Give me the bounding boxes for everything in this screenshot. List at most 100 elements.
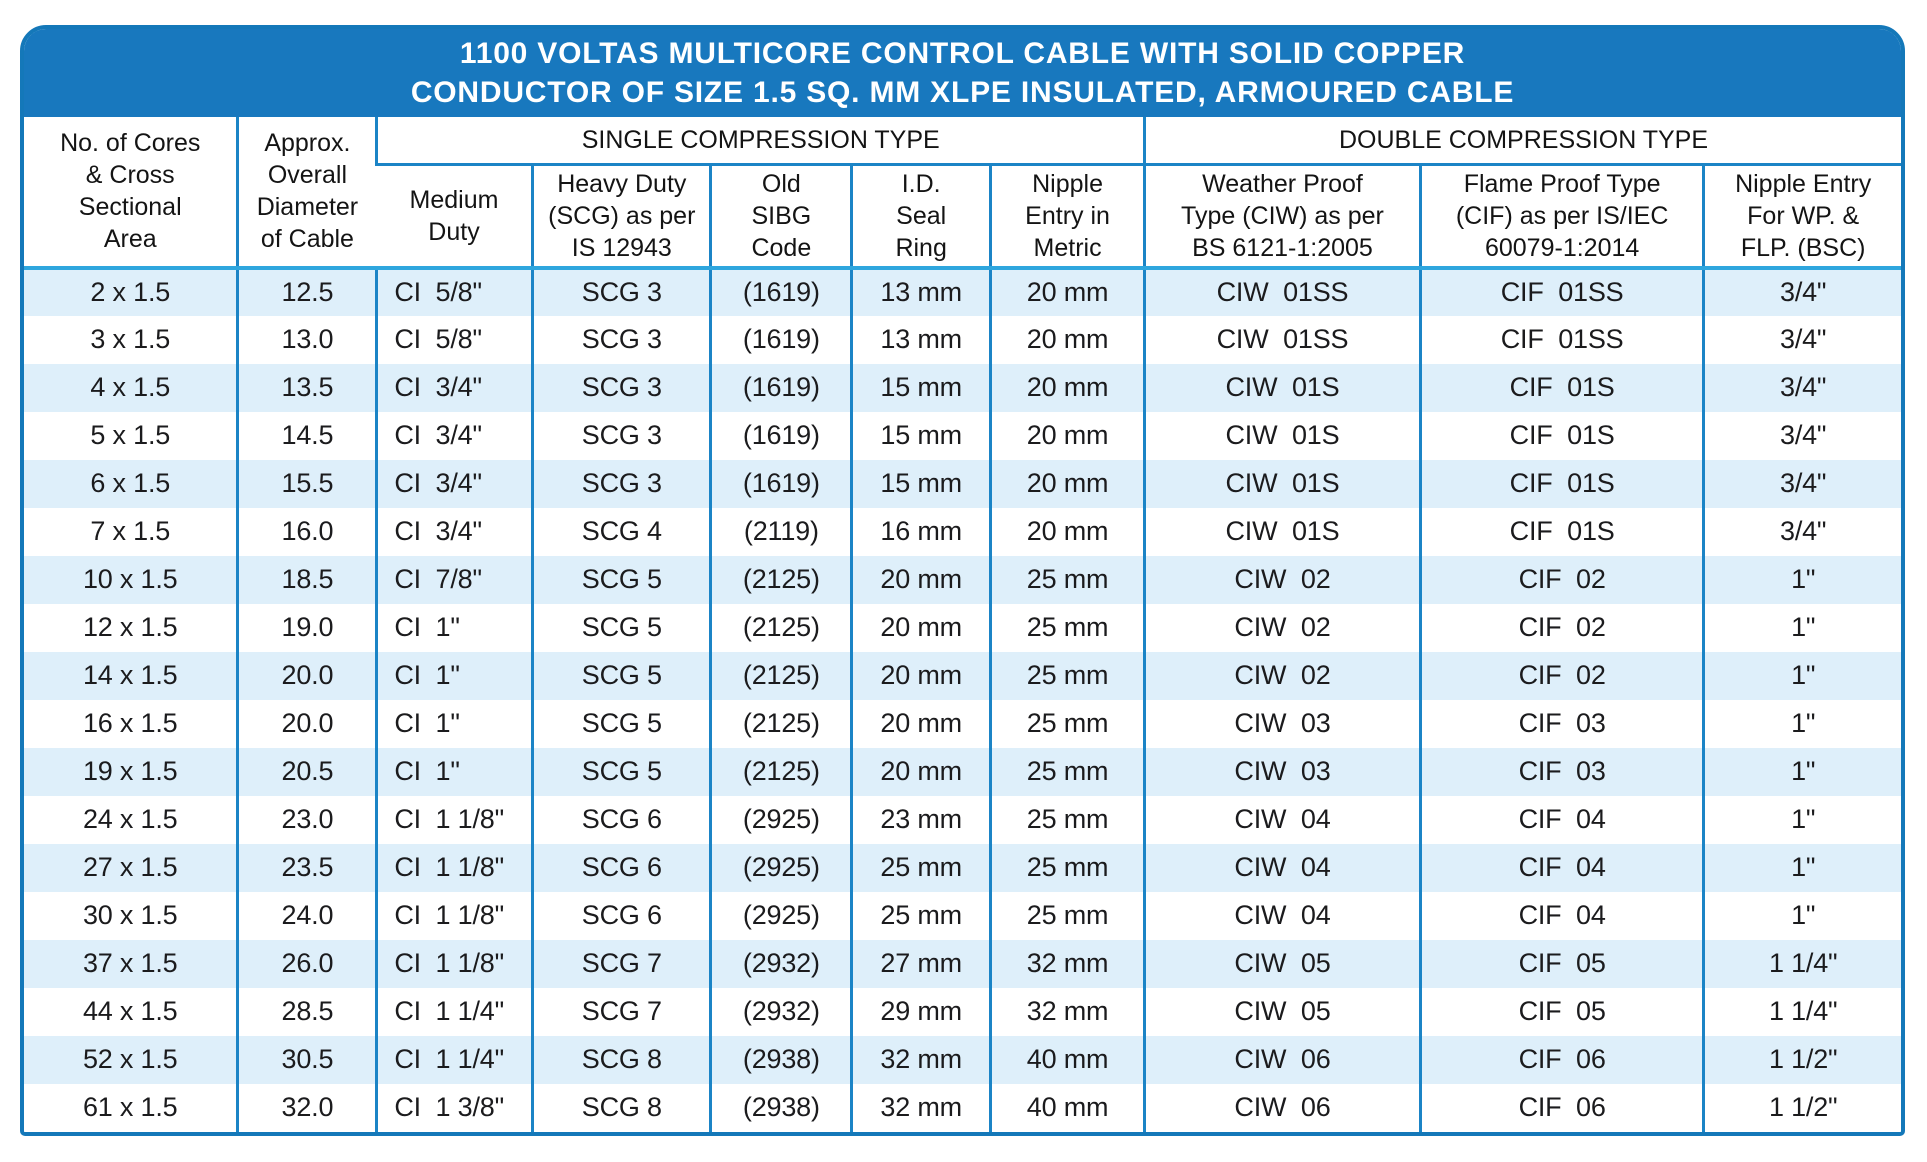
cell-cores-area: 44 x 1.5 bbox=[82, 996, 178, 1026]
cell-heavy-duty: SCG 6 bbox=[531, 891, 711, 940]
cell-weather-proof-ciw: CIW 01SS bbox=[1143, 267, 1421, 316]
cell-overall-diameter: 20.0 bbox=[236, 651, 377, 700]
cell-medium-duty: CI 1 1/8" bbox=[375, 843, 533, 892]
cell-old-sibg-code: (2932) bbox=[709, 939, 852, 988]
header-nipple-entry-metric: Nipple Entry in Metric bbox=[989, 164, 1145, 270]
cell-id-seal-ring: 16 mm bbox=[850, 507, 991, 556]
cell-weather-proof-ciw: CIW 02 bbox=[1143, 603, 1421, 652]
cell-overall-diameter: 19.0 bbox=[236, 603, 377, 652]
cell-overall-diameter: 23.5 bbox=[236, 843, 377, 892]
cell-id-seal-ring: 23 mm bbox=[850, 795, 991, 844]
cell-nipple-entry-metric: 25 mm bbox=[989, 699, 1145, 748]
cell-nipple-entry-wp-flp: 3/4" bbox=[1702, 363, 1901, 412]
cell-flame-proof-cif: CIF 03 bbox=[1418, 699, 1704, 748]
table-row: 12 x 1.5 19.0 CI 1" SCG 5 (2125) 20 mm 25 mm CI… bbox=[24, 603, 1901, 652]
cell-flame-proof-cif: CIF 01S bbox=[1418, 459, 1704, 508]
cell-weather-proof-ciw: CIW 06 bbox=[1143, 1083, 1421, 1132]
cell-cores-area: 19 x 1.5 bbox=[82, 756, 178, 786]
cell-nipple-entry-metric: 20 mm bbox=[989, 363, 1145, 412]
cell-cores-area: 2 x 1.5 bbox=[90, 277, 171, 307]
cell-id-seal-ring: 13 mm bbox=[850, 315, 991, 364]
cell-id-seal-ring: 32 mm bbox=[850, 1035, 991, 1084]
cell-cores-area: 10 x 1.5 bbox=[82, 564, 178, 594]
header-double-compression: DOUBLE COMPRESSION TYPE bbox=[1143, 117, 1901, 166]
cell-id-seal-ring: 20 mm bbox=[850, 747, 991, 796]
table-row: 27 x 1.5 23.5 CI 1 1/8" SCG 6 (2925) 25 mm 25 … bbox=[24, 843, 1901, 892]
cell-medium-duty: CI 5/8" bbox=[375, 267, 533, 316]
cell-heavy-duty: SCG 3 bbox=[531, 411, 711, 460]
cell-nipple-entry-wp-flp: 3/4" bbox=[1702, 507, 1901, 556]
cell-weather-proof-ciw: CIW 02 bbox=[1143, 555, 1421, 604]
table-row: 30 x 1.5 24.0 CI 1 1/8" SCG 6 (2925) 25 mm 25 … bbox=[24, 891, 1901, 940]
cell-nipple-entry-wp-flp: 1" bbox=[1702, 651, 1901, 700]
cell-nipple-entry-wp-flp: 1 1/2" bbox=[1702, 1035, 1901, 1084]
cell-medium-duty: CI 1 1/4" bbox=[375, 987, 533, 1036]
cell-cores-area: 5 x 1.5 bbox=[90, 420, 171, 450]
table-row: 7 x 1.5 16.0 CI 3/4" SCG 4 (2119) 16 mm 20 mm C… bbox=[24, 507, 1901, 556]
cell-overall-diameter: 13.5 bbox=[236, 363, 377, 412]
cell-weather-proof-ciw: CIW 01SS bbox=[1143, 315, 1421, 364]
cell-overall-diameter: 23.0 bbox=[236, 795, 377, 844]
cell-cores-area: 27 x 1.5 bbox=[82, 852, 178, 882]
table-row: 5 x 1.5 14.5 CI 3/4" SCG 3 (1619) 15 mm 20 mm C… bbox=[24, 411, 1901, 460]
cell-cores-area: 12 x 1.5 bbox=[82, 612, 178, 642]
cell-flame-proof-cif: CIF 04 bbox=[1418, 891, 1704, 940]
table-row: 4 x 1.5 13.5 CI 3/4" SCG 3 (1619) 15 mm 20 mm C… bbox=[24, 363, 1901, 412]
cell-weather-proof-ciw: CIW 01S bbox=[1143, 507, 1421, 556]
cell-overall-diameter: 12.5 bbox=[236, 267, 377, 316]
cell-nipple-entry-wp-flp: 1 1/2" bbox=[1702, 1083, 1901, 1132]
table-row: 61 x 1.5 32.0 CI 1 3/8" SCG 8 (2938) 32 mm 40 … bbox=[24, 1083, 1901, 1132]
cell-nipple-entry-wp-flp: 1" bbox=[1702, 795, 1901, 844]
cell-nipple-entry-wp-flp: 1" bbox=[1702, 699, 1901, 748]
cell-overall-diameter: 30.5 bbox=[236, 1035, 377, 1084]
cell-flame-proof-cif: CIF 01S bbox=[1418, 411, 1704, 460]
cell-flame-proof-cif: CIF 02 bbox=[1418, 651, 1704, 700]
table-row: 14 x 1.5 20.0 CI 1" SCG 5 (2125) 20 mm 25 mm CI… bbox=[24, 651, 1901, 700]
cell-heavy-duty: SCG 5 bbox=[531, 747, 711, 796]
cell-medium-duty: CI 1 1/8" bbox=[375, 939, 533, 988]
cell-medium-duty: CI 3/4" bbox=[375, 507, 533, 556]
cell-weather-proof-ciw: CIW 04 bbox=[1143, 843, 1421, 892]
cell-nipple-entry-metric: 25 mm bbox=[989, 555, 1145, 604]
cell-flame-proof-cif: CIF 03 bbox=[1418, 747, 1704, 796]
cell-heavy-duty: SCG 3 bbox=[531, 267, 711, 316]
cell-nipple-entry-metric: 20 mm bbox=[989, 315, 1145, 364]
header-heavy-duty: Heavy Duty (SCG) as per IS 12943 bbox=[531, 164, 711, 270]
cell-nipple-entry-metric: 40 mm bbox=[989, 1035, 1145, 1084]
cable-spec-table: No. of Cores & Cross Sectional Area Appr… bbox=[24, 117, 1901, 1132]
cell-nipple-entry-metric: 32 mm bbox=[989, 987, 1145, 1036]
cell-heavy-duty: SCG 6 bbox=[531, 795, 711, 844]
header-nipple-entry-wp-flp: Nipple Entry For WP. & FLP. (BSC) bbox=[1702, 164, 1901, 270]
cell-cores-area: 61 x 1.5 bbox=[82, 1092, 178, 1122]
cell-weather-proof-ciw: CIW 04 bbox=[1143, 795, 1421, 844]
cell-nipple-entry-metric: 25 mm bbox=[989, 795, 1145, 844]
cell-id-seal-ring: 20 mm bbox=[850, 699, 991, 748]
cell-heavy-duty: SCG 8 bbox=[531, 1083, 711, 1132]
table-row: 6 x 1.5 15.5 CI 3/4" SCG 3 (1619) 15 mm 20 mm C… bbox=[24, 459, 1901, 508]
header-sub-row: Medium Duty Heavy Duty (SCG) as per IS 1… bbox=[24, 164, 1901, 270]
cell-nipple-entry-metric: 25 mm bbox=[989, 843, 1145, 892]
cell-nipple-entry-wp-flp: 3/4" bbox=[1702, 315, 1901, 364]
cell-old-sibg-code: (2125) bbox=[709, 603, 852, 652]
cell-medium-duty: CI 1" bbox=[375, 651, 533, 700]
header-flame-proof-cif: Flame Proof Type (CIF) as per IS/IEC 600… bbox=[1418, 164, 1704, 270]
cell-flame-proof-cif: CIF 06 bbox=[1418, 1035, 1704, 1084]
cell-heavy-duty: SCG 6 bbox=[531, 843, 711, 892]
cell-flame-proof-cif: CIF 04 bbox=[1418, 795, 1704, 844]
header-single-compression: SINGLE COMPRESSION TYPE bbox=[375, 117, 1145, 166]
cell-overall-diameter: 24.0 bbox=[236, 891, 377, 940]
cell-medium-duty: CI 1" bbox=[375, 747, 533, 796]
cell-heavy-duty: SCG 5 bbox=[531, 651, 711, 700]
cell-medium-duty: CI 1 1/4" bbox=[375, 1035, 533, 1084]
cell-nipple-entry-metric: 25 mm bbox=[989, 747, 1145, 796]
table-row: 10 x 1.5 18.5 CI 7/8" SCG 5 (2125) 20 mm 25 mm… bbox=[24, 555, 1901, 604]
header-weather-proof-ciw: Weather Proof Type (CIW) as per BS 6121-… bbox=[1143, 164, 1421, 270]
cell-weather-proof-ciw: CIW 06 bbox=[1143, 1035, 1421, 1084]
cell-cores-area: 37 x 1.5 bbox=[82, 948, 178, 978]
table-body: 2 x 1.5 12.5 CI 5/8" SCG 3 (1619) 13 mm 20 mm C… bbox=[24, 267, 1901, 1132]
cell-medium-duty: CI 1 1/8" bbox=[375, 795, 533, 844]
header-overall-diameter: Approx. Overall Diameter of Cable bbox=[236, 117, 377, 270]
cell-id-seal-ring: 15 mm bbox=[850, 411, 991, 460]
cable-spec-sheet: 1100 VOLTAS MULTICORE CONTROL CABLE WITH… bbox=[20, 25, 1905, 1136]
cell-heavy-duty: SCG 5 bbox=[531, 699, 711, 748]
